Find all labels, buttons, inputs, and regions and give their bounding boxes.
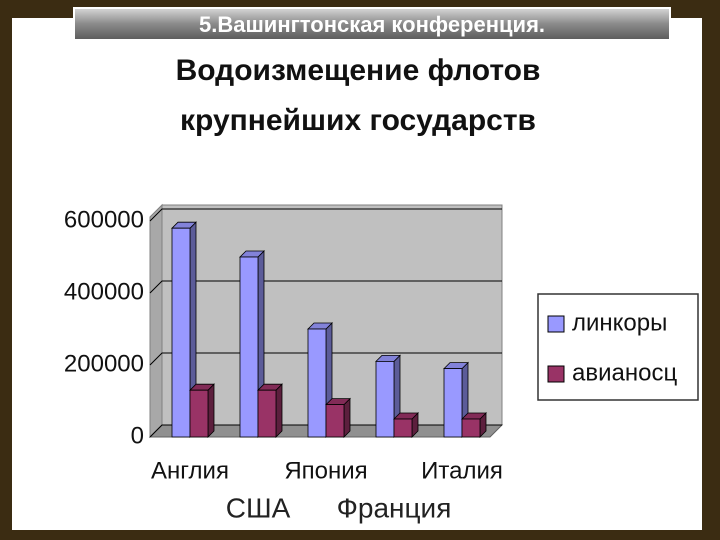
legend-box [537, 293, 699, 401]
x-tick-label: Франция [337, 492, 452, 523]
legend-label: линкоры [572, 309, 667, 336]
grid-line [149, 280, 502, 294]
header-title: 5.Вашингтонская конференция. [199, 12, 545, 37]
bar [461, 418, 481, 438]
x-tick-label: США [226, 492, 291, 523]
legend-swatch [547, 315, 565, 333]
bar [257, 389, 277, 438]
bar [443, 368, 463, 438]
bar-side [343, 397, 351, 438]
bar [393, 418, 413, 438]
bar [307, 328, 327, 438]
x-tick-label: Япония [284, 457, 367, 484]
grid-line [149, 352, 502, 366]
y-tick-label: 600000 [64, 206, 144, 233]
grid-line [149, 208, 502, 222]
legend-label: авианосц [572, 359, 677, 386]
bar [189, 389, 209, 438]
y-tick-label: 200000 [64, 350, 144, 377]
bar [375, 360, 395, 438]
x-tick-label: Италия [421, 457, 503, 484]
plot-side-wall [149, 203, 163, 439]
chart-title: крупнейших государств [180, 104, 536, 137]
bar-side [207, 383, 215, 438]
legend-swatch [547, 365, 565, 383]
y-tick-label: 0 [131, 422, 144, 449]
bar [239, 256, 259, 438]
header-bar [73, 7, 671, 41]
bar-side [275, 383, 283, 438]
y-tick-label: 400000 [64, 278, 144, 305]
bar [171, 227, 191, 438]
x-tick-label: Англия [151, 457, 229, 484]
chart-title: Водоизмещение флотов [176, 54, 541, 87]
bar [325, 404, 345, 438]
